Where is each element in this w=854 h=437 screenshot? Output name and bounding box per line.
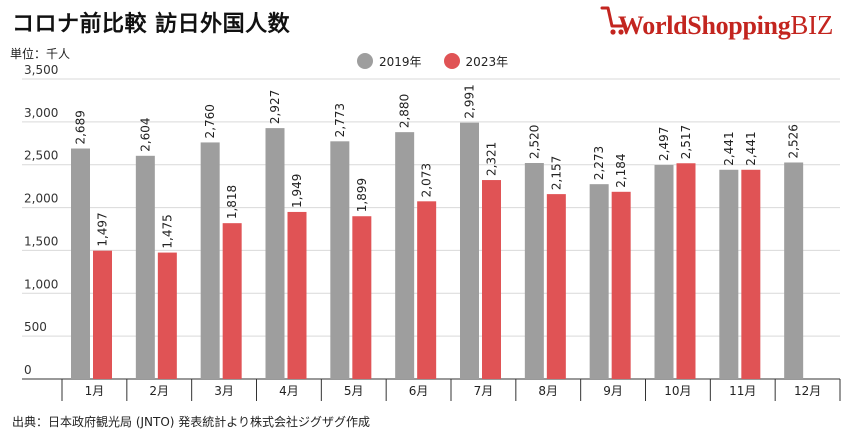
logo-text: WorldShoppingBIZ — [618, 10, 833, 41]
bar-2023 — [482, 180, 501, 379]
legend-swatch-2019 — [357, 53, 373, 69]
y-tick-label: 1,500 — [24, 234, 58, 248]
shopping-cart-icon — [600, 6, 624, 35]
bar-2019 — [265, 128, 285, 379]
bar-2019 — [719, 169, 739, 379]
bar-2019 — [784, 162, 804, 379]
x-tick-label: 2月 — [149, 384, 169, 398]
data-label: 1,497 — [96, 212, 110, 246]
data-label: 2,321 — [485, 142, 499, 176]
y-tick-label: 1,000 — [24, 277, 58, 291]
bar-2023 — [222, 223, 242, 379]
data-label: 2,184 — [614, 153, 628, 187]
bar-2023 — [417, 201, 437, 379]
x-tick-label: 12月 — [794, 384, 821, 398]
x-tick-label: 5月 — [344, 384, 364, 398]
data-label: 2,689 — [74, 110, 88, 144]
x-tick-label: 3月 — [214, 384, 234, 398]
data-label: 2,441 — [722, 131, 736, 165]
bar-2019 — [71, 148, 90, 379]
bar-2019 — [654, 164, 674, 379]
legend-swatch-2023 — [443, 53, 460, 69]
data-label: 2,604 — [138, 117, 152, 151]
data-label: 1,899 — [355, 178, 369, 212]
data-label: 2,773 — [333, 103, 347, 137]
x-tick-label: 9月 — [603, 384, 623, 398]
x-tick-label: 1月 — [85, 384, 105, 398]
bar-2023 — [93, 250, 112, 379]
data-label: 2,760 — [203, 104, 217, 138]
y-tick-label: 3,000 — [24, 106, 58, 120]
x-tick-label: 4月 — [279, 384, 299, 398]
x-tick-label: 6月 — [409, 384, 429, 398]
bar-2023 — [287, 211, 307, 379]
chart-title: コロナ前比較 訪日外国人数 — [12, 12, 291, 37]
data-label: 1,475 — [160, 214, 174, 248]
y-tick-label: 2,000 — [24, 192, 58, 206]
bar-2023 — [157, 252, 177, 379]
x-tick-label: 8月 — [538, 384, 558, 398]
data-label: 2,517 — [679, 125, 693, 159]
bar-2019 — [200, 142, 220, 379]
y-tick-label: 0 — [24, 363, 32, 377]
bar-2019 — [589, 184, 609, 379]
worldshopping-biz-logo: WorldShoppingBIZ — [600, 4, 848, 44]
bar-2023 — [741, 169, 761, 379]
data-label: 2,991 — [463, 84, 477, 118]
y-tick-label: 2,500 — [24, 149, 58, 163]
logo-text-biz: BIZ — [790, 10, 834, 40]
source-note: 出典：日本政府観光局 (JNTO) 発表統計より株式会社ジグザグ作成 — [12, 415, 371, 429]
data-label: 1,949 — [290, 174, 304, 208]
data-label: 2,157 — [549, 156, 563, 190]
bar-2023 — [611, 191, 631, 379]
y-tick-label: 3,500 — [24, 63, 58, 77]
bar-2019 — [460, 122, 479, 379]
data-label: 2,880 — [398, 94, 412, 128]
bar-2023 — [546, 194, 566, 379]
data-label: 2,526 — [787, 124, 801, 158]
unit-label: 単位：千人 — [10, 47, 71, 61]
bar-2023 — [352, 216, 372, 379]
data-label: 2,073 — [420, 163, 434, 197]
bar-2019 — [524, 163, 544, 379]
bar-2019 — [135, 155, 155, 379]
data-label: 2,497 — [657, 127, 671, 161]
legend: 2019年 2023年 — [357, 52, 530, 70]
data-label: 2,441 — [744, 131, 758, 165]
x-tick-label: 7月 — [474, 384, 494, 398]
legend-label-2019: 2019年 — [379, 54, 422, 69]
x-tick-label: 10月 — [664, 384, 691, 398]
bar-2023 — [676, 163, 696, 379]
logo-text-main: WorldShopping — [618, 11, 791, 40]
y-tick-label: 500 — [24, 320, 47, 334]
bar-2019 — [395, 132, 415, 379]
legend-label-2023: 2023年 — [465, 54, 509, 69]
data-label: 2,273 — [592, 146, 606, 180]
data-label: 2,927 — [268, 90, 282, 124]
legend-item-2023: 2023年 — [443, 53, 509, 70]
data-label: 1,818 — [225, 185, 239, 219]
legend-item-2019: 2019年 — [357, 53, 422, 70]
data-label: 2,520 — [527, 125, 541, 159]
bar-2019 — [330, 141, 350, 379]
x-tick-label: 11月 — [729, 384, 756, 398]
